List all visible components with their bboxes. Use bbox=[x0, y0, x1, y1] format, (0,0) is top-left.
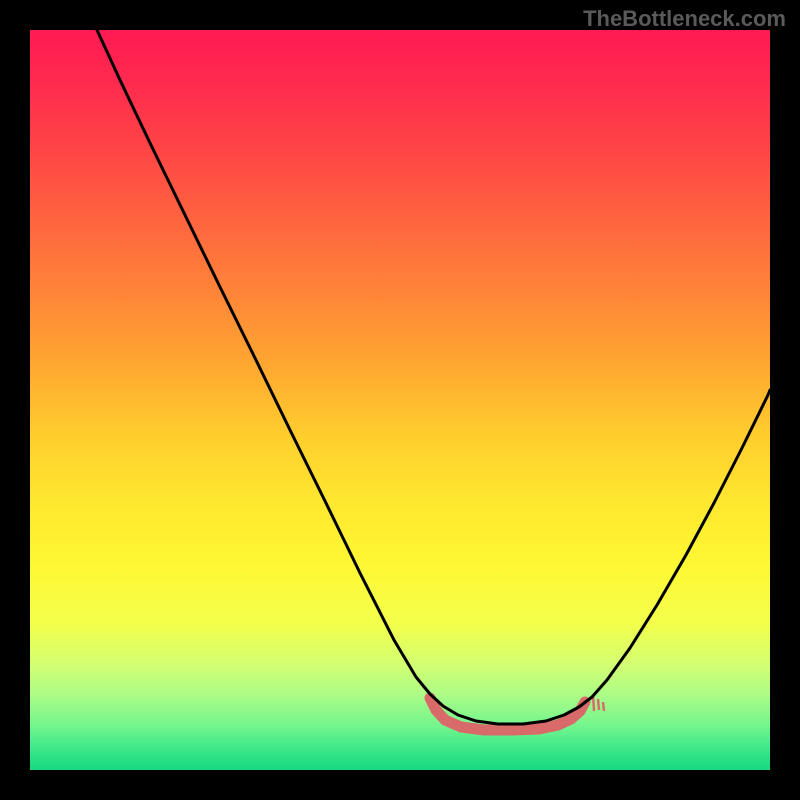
chart-plot-area bbox=[30, 30, 770, 770]
chart-svg bbox=[0, 0, 800, 800]
watermark-text: TheBottleneck.com bbox=[583, 6, 786, 32]
bottleneck-chart: TheBottleneck.com bbox=[0, 0, 800, 800]
